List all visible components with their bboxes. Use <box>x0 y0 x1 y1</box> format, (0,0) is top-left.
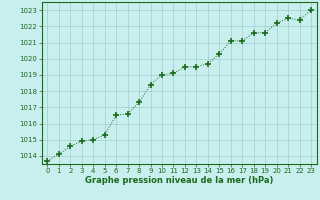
X-axis label: Graphe pression niveau de la mer (hPa): Graphe pression niveau de la mer (hPa) <box>85 176 273 185</box>
